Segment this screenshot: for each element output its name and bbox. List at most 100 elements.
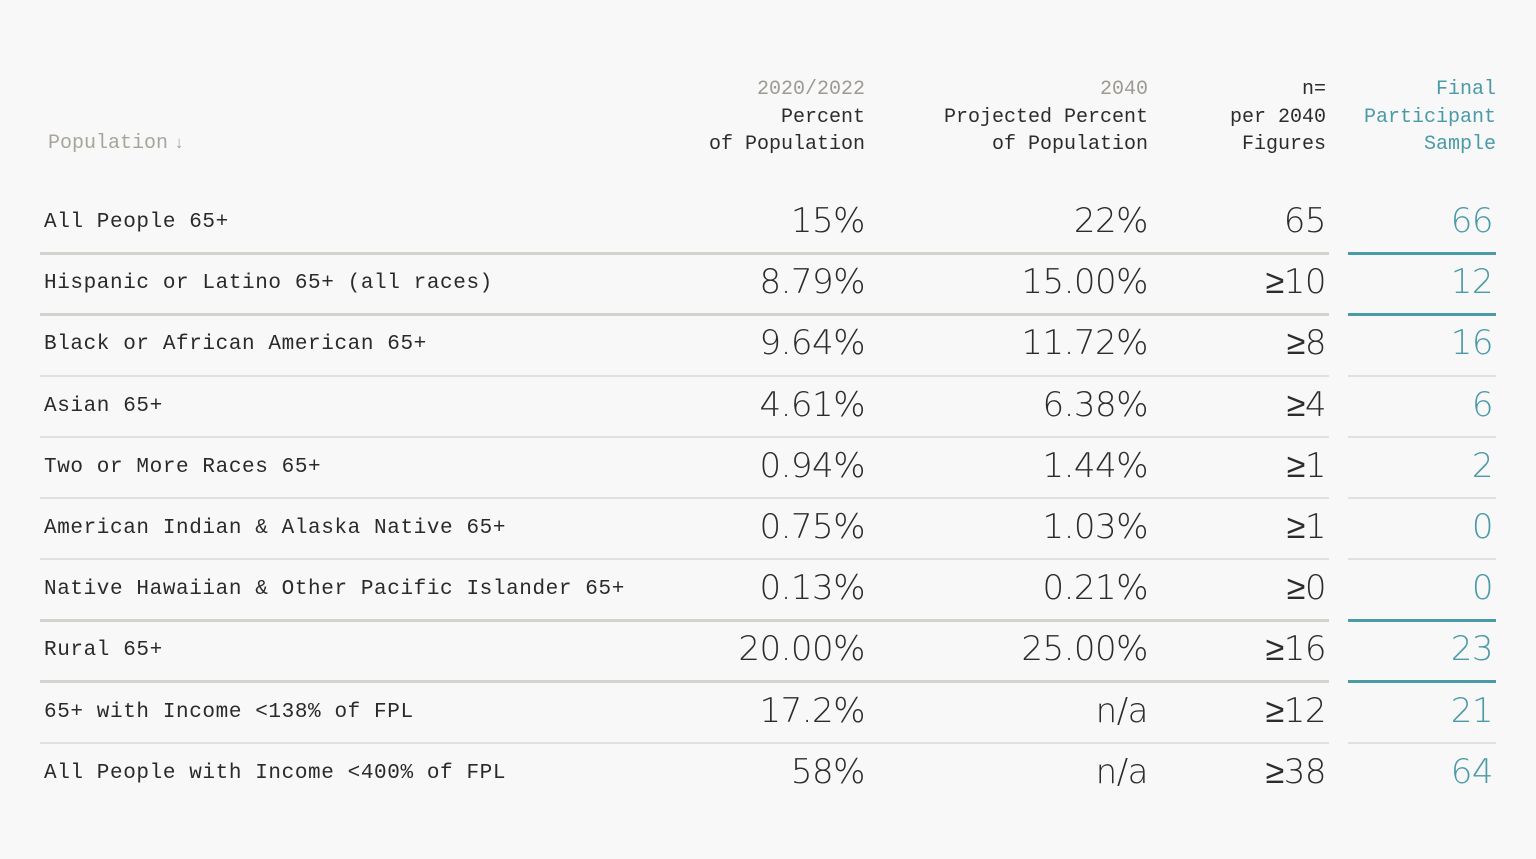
table-row: All People with Income <400% of FPL 58% … xyxy=(40,744,1496,805)
pct-2040-cell: 0.21% xyxy=(1042,568,1148,609)
pct-2020-cell: 4.61% xyxy=(759,384,865,425)
pct-2020-cell: 8.79% xyxy=(759,262,865,303)
col1-line1: Percent xyxy=(780,105,865,129)
pct-2020-cell: 0.13% xyxy=(759,568,865,609)
sample-divider xyxy=(1348,680,1496,683)
n-cell: ≥12 xyxy=(1265,690,1327,731)
col4-line1: Participant xyxy=(1363,105,1496,129)
pct-2040-cell: n/a xyxy=(1095,690,1149,731)
population-column-header[interactable]: Population ↓ xyxy=(48,132,184,155)
sample-divider xyxy=(1348,374,1496,377)
population-cell: Hispanic or Latino 65+ (all races) xyxy=(44,272,493,296)
n-cell: ≥10 xyxy=(1265,262,1327,303)
sample-divider xyxy=(1348,251,1496,255)
sample-divider xyxy=(1348,741,1496,744)
n-cell: ≥38 xyxy=(1265,751,1327,792)
table-row: Asian 65+ 4.61% 6.38% ≥4 6 xyxy=(40,377,1496,438)
row-divider xyxy=(40,618,1329,622)
population-cell: Rural 65+ xyxy=(44,639,163,663)
pct-2040-cell: 15.00% xyxy=(1021,262,1148,303)
sample-cell: 66 xyxy=(1450,201,1494,241)
sample-cell: 0 xyxy=(1471,568,1494,609)
col1-line2: of Population xyxy=(708,133,865,156)
population-cell: Asian 65+ xyxy=(44,394,163,418)
table-row: All People 65+ 15% 22% 65 66 xyxy=(40,193,1496,255)
row-divider xyxy=(40,251,1329,255)
col4-line2: Sample xyxy=(1423,133,1496,156)
sample-cell: 6 xyxy=(1471,384,1494,425)
pct-2040-cell: 22% xyxy=(1073,201,1149,241)
col2-year: 2040 xyxy=(1099,78,1148,101)
table-row: Native Hawaiian & Other Pacific Islander… xyxy=(40,560,1496,622)
population-cell: American Indian & Alaska Native 65+ xyxy=(44,516,507,540)
pct-2040-cell: n/a xyxy=(1095,751,1149,792)
n-cell: ≥1 xyxy=(1286,506,1327,547)
population-cell: Two or More Races 65+ xyxy=(44,455,322,479)
sample-cell: 64 xyxy=(1450,751,1494,792)
row-divider xyxy=(40,312,1329,316)
sample-divider xyxy=(1348,618,1496,622)
col4-line0: Final xyxy=(1435,78,1496,101)
row-divider xyxy=(40,680,1329,683)
sample-divider xyxy=(1348,435,1496,438)
n-cell: ≥4 xyxy=(1286,384,1327,425)
pct-2040-cell: 1.44% xyxy=(1042,445,1148,486)
pct-2040-cell: 11.72% xyxy=(1021,323,1148,364)
sample-cell: 0 xyxy=(1471,506,1494,547)
data-table: Population ↓ 2020/2022 Percent of Populat… xyxy=(40,0,1496,859)
col2-line2: of Population xyxy=(991,133,1148,156)
table-header: Population ↓ 2020/2022 Percent of Populat… xyxy=(40,76,1496,168)
table-row: Black or African American 65+ 9.64% 11.7… xyxy=(40,315,1496,377)
col3-line2: Figures xyxy=(1241,133,1326,156)
sample-divider xyxy=(1348,558,1496,561)
n-cell: ≥1 xyxy=(1286,445,1327,486)
row-divider xyxy=(40,496,1329,499)
pct-2020-cell: 0.75% xyxy=(759,506,865,547)
sample-cell: 23 xyxy=(1450,629,1494,670)
pct-2020-cell: 0.94% xyxy=(759,445,865,486)
col1-year: 2020/2022 xyxy=(756,78,865,101)
population-cell: Black or African American 65+ xyxy=(44,333,427,357)
pct-2020-cell: 20.00% xyxy=(738,629,865,670)
population-cell: All People with Income <400% of FPL xyxy=(44,761,507,785)
sample-divider xyxy=(1348,496,1496,499)
percent-2040-column-header: 2040 Projected Percent of Population xyxy=(888,76,1148,159)
n-cell: ≥16 xyxy=(1265,629,1327,670)
pct-2020-cell: 58% xyxy=(790,751,866,792)
sample-cell: 12 xyxy=(1450,262,1494,303)
row-divider xyxy=(40,741,1329,744)
pct-2020-cell: 9.64% xyxy=(759,323,865,364)
col2-line1: Projected Percent xyxy=(943,105,1148,129)
row-divider xyxy=(40,558,1329,561)
pct-2040-cell: 25.00% xyxy=(1021,629,1148,670)
table-row: American Indian & Alaska Native 65+ 0.75… xyxy=(40,499,1496,561)
n-column-header: n= per 2040 Figures xyxy=(1186,76,1326,159)
population-header-label: Population xyxy=(48,132,169,155)
table-row: Two or More Races 65+ 0.94% 1.44% ≥1 2 xyxy=(40,438,1496,499)
n-cell: ≥0 xyxy=(1286,568,1327,609)
pct-2020-cell: 17.2% xyxy=(759,690,865,731)
table-row: Rural 65+ 20.00% 25.00% ≥16 23 xyxy=(40,621,1496,683)
n-cell: 65 xyxy=(1283,201,1327,241)
table-row: Hispanic or Latino 65+ (all races) 8.79%… xyxy=(40,254,1496,316)
pct-2040-cell: 6.38% xyxy=(1042,384,1148,425)
population-cell: 65+ with Income <138% of FPL xyxy=(44,700,414,724)
population-cell: Native Hawaiian & Other Pacific Islander… xyxy=(44,578,625,602)
pct-2040-cell: 1.03% xyxy=(1042,506,1148,547)
row-divider xyxy=(40,374,1329,377)
population-cell: All People 65+ xyxy=(44,211,229,234)
table-row: 65+ with Income <138% of FPL 17.2% n/a ≥… xyxy=(40,683,1496,744)
sample-cell: 2 xyxy=(1471,445,1494,486)
sample-column-header: Final Participant Sample xyxy=(1346,76,1496,159)
col3-line0: n= xyxy=(1301,78,1326,101)
row-divider xyxy=(40,435,1329,438)
col3-line1: per 2040 xyxy=(1229,105,1326,129)
sample-cell: 21 xyxy=(1450,690,1494,731)
percent-2020-column-header: 2020/2022 Percent of Population xyxy=(605,76,865,159)
table-body: All People 65+ 15% 22% 65 66 Hispanic or… xyxy=(40,193,1496,805)
sort-arrow-icon[interactable]: ↓ xyxy=(174,135,185,154)
sample-cell: 16 xyxy=(1450,323,1494,364)
sample-divider xyxy=(1348,312,1496,316)
n-cell: ≥8 xyxy=(1286,323,1327,364)
pct-2020-cell: 15% xyxy=(790,201,866,241)
